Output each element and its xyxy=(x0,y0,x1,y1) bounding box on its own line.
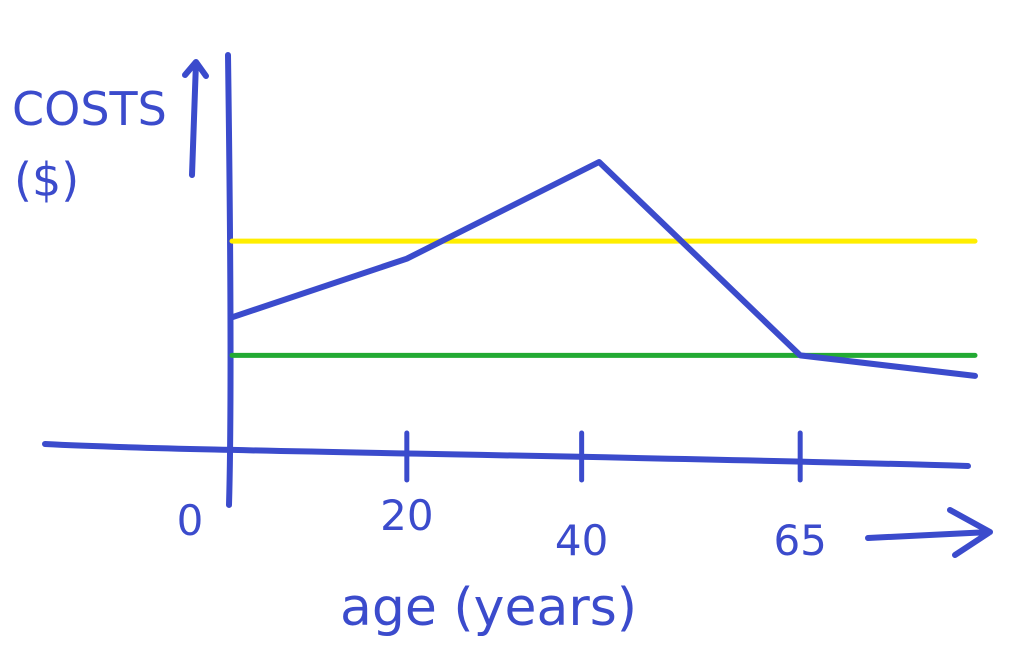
x-tick-label-40: 40 xyxy=(555,516,608,565)
y-axis-arrow xyxy=(182,59,209,178)
x-tick-label-0: 0 xyxy=(177,496,204,545)
y-axis-label-line1: COSTS xyxy=(12,82,167,136)
x-tick-label-20: 20 xyxy=(380,491,433,540)
y-axis xyxy=(225,52,234,508)
y-axis-label-line2: ($) xyxy=(14,153,79,207)
x-axis-arrow xyxy=(865,507,993,558)
x-axis-label: age (years) xyxy=(340,578,637,638)
series-layer xyxy=(229,159,978,379)
cost-curve-line xyxy=(229,159,978,379)
x-axis xyxy=(42,441,971,469)
ticks-layer: 0 20 40 65 xyxy=(177,430,827,565)
x-tick-label-65: 65 xyxy=(773,516,826,565)
